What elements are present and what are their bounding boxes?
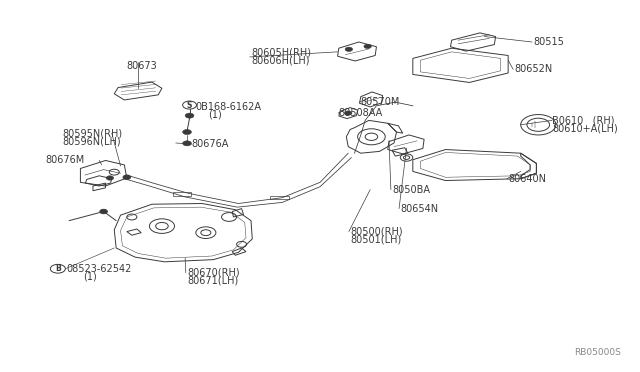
Text: 80654N: 80654N [400, 203, 438, 214]
Circle shape [182, 141, 191, 146]
Circle shape [123, 175, 131, 179]
Circle shape [106, 176, 114, 180]
Circle shape [364, 44, 371, 49]
Text: (1): (1) [83, 272, 97, 282]
Text: 80676A: 80676A [191, 139, 228, 149]
Text: 8050BA: 8050BA [392, 185, 430, 195]
Text: 80595N(RH): 80595N(RH) [63, 128, 123, 138]
Text: 80570M: 80570M [361, 97, 400, 107]
Text: 80596N(LH): 80596N(LH) [63, 136, 122, 146]
Text: (1): (1) [209, 109, 222, 119]
Text: 80671(LH): 80671(LH) [187, 276, 238, 286]
Text: 80508AA: 80508AA [339, 108, 383, 118]
Text: 80673: 80673 [127, 61, 157, 71]
Text: 08523-62542: 08523-62542 [66, 264, 131, 274]
Text: B0610   (RH): B0610 (RH) [552, 115, 614, 125]
Text: 80605H(RH): 80605H(RH) [251, 48, 311, 58]
Circle shape [100, 209, 108, 214]
Text: S: S [187, 100, 192, 110]
Circle shape [345, 47, 353, 51]
Text: RB05000S: RB05000S [574, 347, 621, 357]
Text: 80610+A(LH): 80610+A(LH) [552, 124, 618, 134]
Text: 80515: 80515 [533, 37, 564, 47]
Text: B: B [55, 264, 61, 273]
Text: 80640N: 80640N [508, 174, 546, 184]
Text: 80500(RH): 80500(RH) [350, 227, 403, 237]
Text: 80676M: 80676M [45, 155, 84, 166]
Text: 80501(LH): 80501(LH) [350, 235, 401, 245]
Text: 80670(RH): 80670(RH) [187, 268, 239, 278]
Text: 80652N: 80652N [515, 64, 553, 74]
Circle shape [344, 111, 352, 115]
Text: 80606H(LH): 80606H(LH) [251, 56, 310, 66]
Text: 0B168-6162A: 0B168-6162A [196, 102, 262, 112]
Circle shape [182, 129, 191, 135]
Circle shape [185, 113, 194, 118]
